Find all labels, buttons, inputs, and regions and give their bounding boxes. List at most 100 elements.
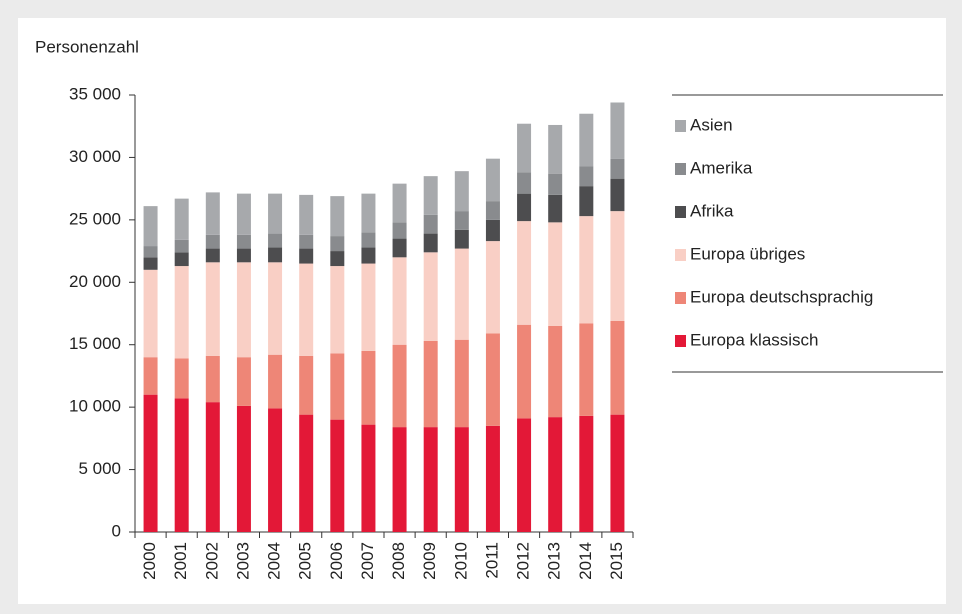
bar-segment [174, 266, 189, 359]
bar-segment [268, 233, 283, 248]
bar-segment [205, 355, 220, 403]
bar-segment [236, 262, 251, 358]
bar-segment [143, 269, 158, 358]
y-tick-label: 5 000 [78, 459, 121, 478]
bar-segment [143, 246, 158, 258]
bar-segment [174, 358, 189, 399]
bar-segment [299, 355, 314, 415]
legend-swatch [675, 249, 686, 261]
bar-segment [330, 353, 345, 420]
bar-segment [361, 263, 376, 351]
bar-segment [205, 234, 220, 249]
bar-segment [392, 222, 407, 239]
bar-segment [454, 171, 469, 212]
y-tick-label: 10 000 [69, 397, 121, 416]
bar-segment [454, 229, 469, 249]
legend-label: Europa deutschsprachig [690, 287, 873, 306]
bar-segment [548, 173, 563, 195]
x-tick-label: 2011 [482, 542, 501, 579]
legend-label: Europa klassisch [690, 330, 819, 349]
x-tick-label: 2014 [576, 542, 595, 580]
x-tick-label: 2001 [171, 542, 190, 580]
bar-segment [485, 158, 500, 202]
bar-segment [548, 222, 563, 326]
bar-segment [174, 252, 189, 267]
y-tick-label: 35 000 [69, 84, 121, 103]
bar-segment [610, 211, 625, 321]
legend-label: Asien [690, 115, 733, 134]
bar-segment [610, 158, 625, 179]
y-tick-label: 15 000 [69, 334, 121, 353]
bar-segment [423, 214, 438, 234]
x-tick-label: 2013 [545, 542, 564, 580]
bar-segment [423, 340, 438, 428]
bar-segment [143, 206, 158, 247]
bar-segment [236, 357, 251, 406]
bar-segment [143, 257, 158, 270]
bar-segment [423, 427, 438, 532]
bar-segment [361, 350, 376, 425]
bar-segment [174, 239, 189, 253]
x-tick-label: 2010 [451, 542, 470, 580]
legend-label: Amerika [690, 158, 753, 177]
bar-segment [454, 339, 469, 428]
y-tick-label: 20 000 [69, 272, 121, 291]
bar-segment [330, 266, 345, 354]
bar-segment [454, 427, 469, 532]
x-tick-label: 2012 [514, 542, 533, 580]
bar-segment [205, 248, 220, 263]
bar-segment [485, 425, 500, 532]
x-tick-label: 2000 [140, 542, 159, 580]
bar-segment [485, 241, 500, 334]
bar-segment [579, 113, 594, 167]
bar-segment [330, 251, 345, 267]
bar-segment [299, 414, 314, 532]
bar-segment [268, 193, 283, 234]
bar-segment [268, 354, 283, 409]
bar-segment [485, 201, 500, 220]
bar-segment [205, 262, 220, 356]
bar-segment [392, 344, 407, 428]
legend-swatch [675, 292, 686, 304]
bar-segment [299, 248, 314, 264]
bar-segment [361, 193, 376, 233]
bar-segment [548, 417, 563, 532]
legend-label: Europa übriges [690, 244, 805, 263]
bar-segment [610, 178, 625, 212]
bar-segment [143, 394, 158, 532]
y-tick-label: 25 000 [69, 209, 121, 228]
bar-segment [299, 263, 314, 356]
bar-segment [143, 357, 158, 395]
bar-segment [174, 198, 189, 240]
bar-segment [174, 398, 189, 532]
bar-segment [423, 252, 438, 341]
bar-segment [610, 320, 625, 415]
legend-swatch [675, 120, 686, 132]
bar-segment [392, 238, 407, 258]
bar-segment [205, 192, 220, 235]
bar-segment [236, 405, 251, 532]
bar-segment [579, 186, 594, 217]
bar-segment [548, 325, 563, 418]
panel [18, 18, 946, 604]
bar-segment [485, 219, 500, 242]
bar-segment [423, 176, 438, 215]
y-tick-label: 0 [112, 521, 121, 540]
bar-segment [548, 194, 563, 223]
bar-segment [454, 211, 469, 230]
bar-segment [236, 234, 251, 249]
bar-segment [361, 232, 376, 248]
bar-segment [423, 233, 438, 253]
bar-segment [392, 257, 407, 345]
legend-swatch [675, 335, 686, 347]
bar-segment [330, 236, 345, 252]
bar-segment [579, 166, 594, 187]
bar-segment [610, 414, 625, 532]
bar-segment [268, 262, 283, 355]
bar-segment [454, 248, 469, 340]
bar-segment [579, 216, 594, 324]
x-tick-label: 2005 [296, 542, 315, 580]
bar-segment [579, 323, 594, 416]
bar-segment [330, 196, 345, 237]
bar-segment [236, 193, 251, 235]
